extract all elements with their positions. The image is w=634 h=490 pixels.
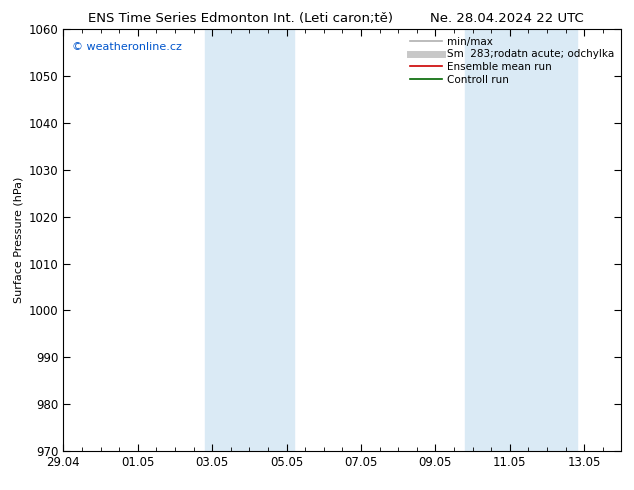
Text: ENS Time Series Edmonton Int. (Leti caron;tě): ENS Time Series Edmonton Int. (Leti caro… xyxy=(88,12,394,25)
Bar xyxy=(205,29,294,451)
Text: Ne. 28.04.2024 22 UTC: Ne. 28.04.2024 22 UTC xyxy=(430,12,584,25)
Bar xyxy=(465,29,577,451)
Y-axis label: Surface Pressure (hPa): Surface Pressure (hPa) xyxy=(13,177,23,303)
Text: © weatheronline.cz: © weatheronline.cz xyxy=(72,42,182,52)
Legend: min/max, Sm  283;rodatn acute; odchylka, Ensemble mean run, Controll run: min/max, Sm 283;rodatn acute; odchylka, … xyxy=(406,32,618,89)
